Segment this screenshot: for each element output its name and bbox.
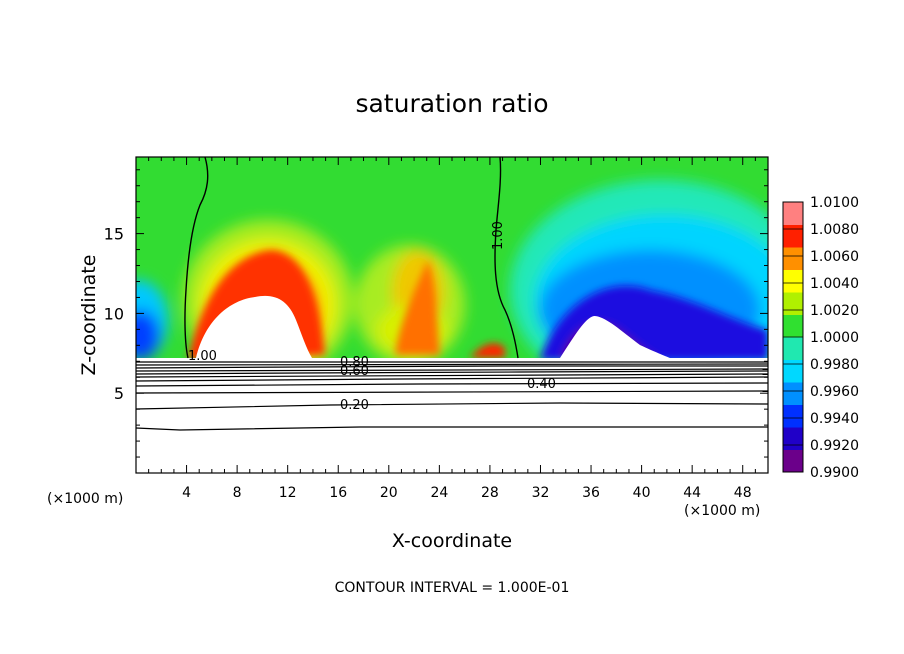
colorbar-tick-label: 1.0100 — [810, 195, 859, 211]
colorbar: 1.0100 1.0080 1.0060 1.0040 1.0020 1.0000 0.99… — [782, 195, 859, 481]
x-tick-label: 40 — [633, 485, 651, 501]
y-axis: 5 10 15 — [104, 169, 768, 458]
colorbar-tick-label: 1.0080 — [810, 222, 859, 238]
colorbar-tick-label: 1.0040 — [810, 276, 859, 292]
x-axis: 4 8 12 16 20 24 28 32 36 40 44 48 — [148, 157, 756, 501]
y-tick-label: 10 — [104, 304, 124, 323]
colorbar-segment — [783, 359, 803, 383]
x-tick-label: 8 — [233, 485, 242, 501]
colorbar-segment — [783, 314, 803, 338]
colorbar-segment — [783, 202, 803, 225]
chart-title: saturation ratio — [355, 89, 548, 118]
contour-labels: 1.00 1.00 0.80 0.60 0.40 0.20 — [188, 221, 556, 413]
contour-label: 0.60 — [340, 364, 369, 379]
contour-label: 0.80 — [340, 355, 369, 370]
x-tick-label: 24 — [430, 485, 448, 501]
colorbar-tick-label: 0.9940 — [810, 411, 859, 427]
x-tick-label: 16 — [329, 485, 347, 501]
colorbar-segment — [783, 337, 803, 360]
contour-interval-note: CONTOUR INTERVAL = 1.000E-01 — [335, 580, 570, 596]
colorbar-segment — [783, 449, 803, 473]
colorbar-segment — [783, 292, 803, 315]
contour-label: 0.40 — [527, 377, 556, 392]
x-tick-label: 32 — [532, 485, 550, 501]
x-tick-label: 44 — [683, 485, 701, 501]
x-axis-label: X-coordinate — [392, 530, 512, 552]
colorbar-tick-label: 1.0060 — [810, 249, 859, 265]
colorbar-tick-label: 1.0000 — [810, 330, 859, 346]
x-unit-right: (×1000 m) — [684, 503, 760, 519]
colorbar-segment — [783, 382, 803, 405]
x-tick-label: 4 — [182, 485, 191, 501]
x-tick-label: 28 — [481, 485, 499, 501]
x-tick-label: 20 — [380, 485, 398, 501]
colorbar-segment — [783, 224, 803, 248]
x-tick-label: 36 — [582, 485, 600, 501]
colorbar-segment — [783, 247, 803, 270]
y-tick-label: 5 — [114, 384, 124, 403]
y-axis-label: Z-coordinate — [78, 255, 100, 376]
colorbar-tick-label: 0.9920 — [810, 438, 859, 454]
colorbar-segment — [783, 404, 803, 428]
heatmap-field — [136, 157, 768, 473]
colorbar-tick-label: 1.0020 — [810, 303, 859, 319]
colorbar-tick-label: 0.9900 — [810, 465, 859, 481]
contour-label: 0.20 — [340, 398, 369, 413]
x-tick-label: 48 — [734, 485, 752, 501]
y-tick-label: 15 — [104, 225, 124, 244]
colorbar-tick-label: 0.9980 — [810, 357, 859, 373]
colorbar-segment — [783, 269, 803, 293]
colorbar-tick-label: 0.9960 — [810, 384, 859, 400]
contour-label: 1.00 — [491, 221, 506, 250]
x-tick-label: 12 — [279, 485, 297, 501]
contour-label: 1.00 — [188, 349, 217, 364]
x-unit-left: (×1000 m) — [47, 491, 123, 507]
colorbar-segment — [783, 427, 803, 450]
